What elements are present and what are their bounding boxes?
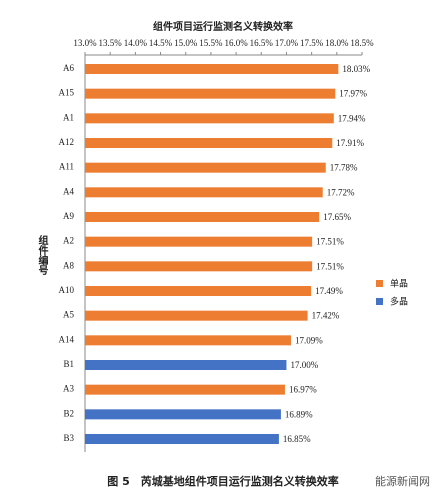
bar (85, 261, 313, 272)
x-tick-label: 13.0% (73, 38, 97, 48)
value-label: 17.72% (327, 187, 355, 197)
y-tick-label: A6 (63, 63, 74, 73)
value-label: 17.51% (316, 261, 344, 271)
y-tick-label: A1 (63, 112, 74, 122)
bar (85, 409, 281, 420)
x-tick-label: 16.5% (250, 38, 274, 48)
bar (85, 113, 334, 124)
x-tick-label: 13.5% (99, 38, 123, 48)
caption: 图 5 芮城基地组件项目运行监测名义转换效率 (107, 474, 338, 488)
x-tick-label: 14.5% (149, 38, 173, 48)
legend-swatch (376, 280, 383, 287)
value-label: 17.91% (336, 138, 364, 148)
legend-swatch (376, 298, 383, 305)
chart-title: 组件项目运行监测名义转换效率 (153, 20, 293, 33)
x-tick-label: 18.0% (325, 38, 349, 48)
value-label: 16.85% (283, 434, 311, 444)
y-tick-label: A9 (63, 211, 74, 221)
x-tick-label: 15.5% (199, 38, 223, 48)
y-tick-label: B3 (63, 433, 74, 443)
y-tick-label: A14 (59, 334, 75, 344)
y-tick-label: A3 (63, 384, 74, 394)
bar (85, 434, 279, 444)
value-label: 17.78% (330, 163, 358, 173)
value-label: 17.97% (339, 89, 367, 99)
y-tick-label: B1 (63, 359, 74, 369)
bar (85, 187, 323, 198)
y-tick-label: A15 (59, 88, 75, 98)
value-label: 17.00% (290, 360, 318, 370)
value-label: 17.42% (312, 311, 340, 321)
x-tick-label: 17.0% (275, 38, 299, 48)
legend-label: 单晶 (390, 278, 408, 290)
y-tick-label: A12 (59, 137, 75, 147)
value-label: 17.94% (338, 113, 366, 123)
x-tick-label: 14.0% (124, 38, 148, 48)
watermark: 能源新闻网 (375, 474, 430, 488)
bar (85, 286, 312, 296)
y-tick-label: A4 (63, 186, 74, 196)
bar (85, 360, 287, 370)
y-tick-label: A10 (59, 285, 75, 295)
value-label: 17.51% (316, 237, 344, 247)
value-label: 17.49% (315, 286, 343, 296)
value-label: 18.03% (342, 64, 370, 74)
bar (85, 335, 291, 346)
x-tick-label: 16.0% (224, 38, 248, 48)
bar (85, 64, 339, 74)
x-tick-label: 18.5% (350, 38, 374, 48)
y-tick-label: A11 (59, 162, 74, 172)
bar (85, 162, 326, 173)
value-label: 16.89% (285, 409, 313, 419)
value-label: 17.09% (295, 335, 323, 345)
value-label: 17.65% (323, 212, 351, 222)
legend-label: 多晶 (390, 296, 408, 308)
bar (85, 138, 333, 148)
bar (85, 310, 308, 321)
bar (85, 88, 336, 99)
bar (85, 384, 285, 395)
value-label: 16.97% (289, 385, 317, 395)
y-tick-label: B2 (63, 408, 74, 418)
x-tick-label: 15.0% (174, 38, 198, 48)
y-axis-title: 组件编号 (36, 234, 48, 276)
bar (85, 236, 313, 247)
y-tick-label: A5 (63, 310, 74, 320)
bar (85, 212, 320, 222)
y-tick-label: A8 (63, 260, 74, 270)
y-tick-label: A2 (63, 236, 74, 246)
x-tick-label: 17.5% (300, 38, 324, 48)
